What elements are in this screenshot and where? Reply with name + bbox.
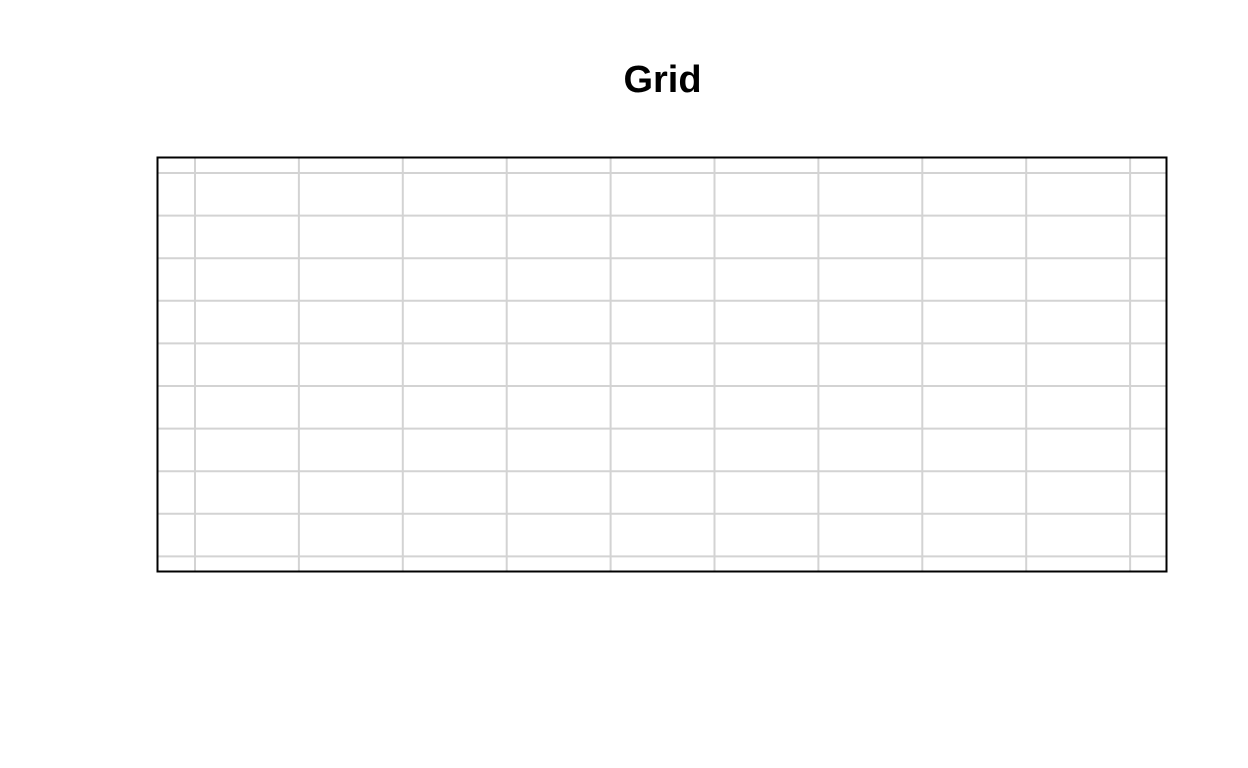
plot-frame: [156, 156, 1168, 573]
gridlines: [157, 157, 1167, 571]
chart-title: Grid: [623, 59, 702, 101]
